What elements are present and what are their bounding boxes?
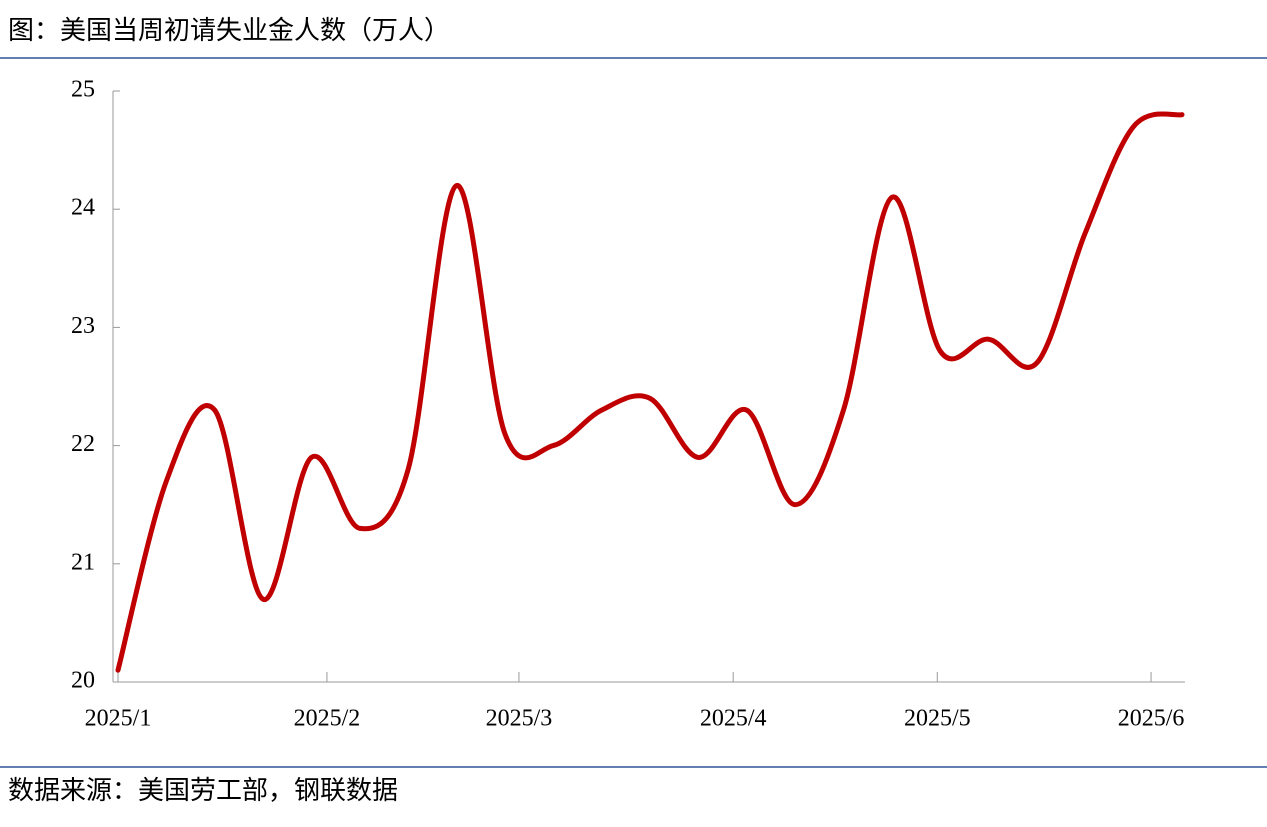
source-note: 数据来源：美国劳工部，钢联数据 (8, 776, 398, 805)
x-tick-label: 2025/5 (904, 706, 971, 732)
x-tick-label: 2025/2 (294, 706, 361, 732)
y-tick-label: 20 (71, 668, 95, 694)
x-tick-label: 2025/3 (486, 706, 553, 732)
x-tick-label: 2025/4 (700, 706, 767, 732)
y-tick-label: 25 (71, 77, 95, 103)
y-tick-label: 24 (71, 195, 95, 221)
data-line (115, 111, 1185, 673)
x-tick-label: 2025/1 (85, 706, 152, 732)
chart-title: 图：美国当周初请失业金人数（万人） (8, 16, 450, 45)
y-tick-label: 22 (71, 431, 95, 457)
y-tick-label: 21 (71, 549, 95, 575)
x-tick-label: 2025/6 (1118, 706, 1185, 732)
y-tick-label: 23 (71, 313, 95, 339)
